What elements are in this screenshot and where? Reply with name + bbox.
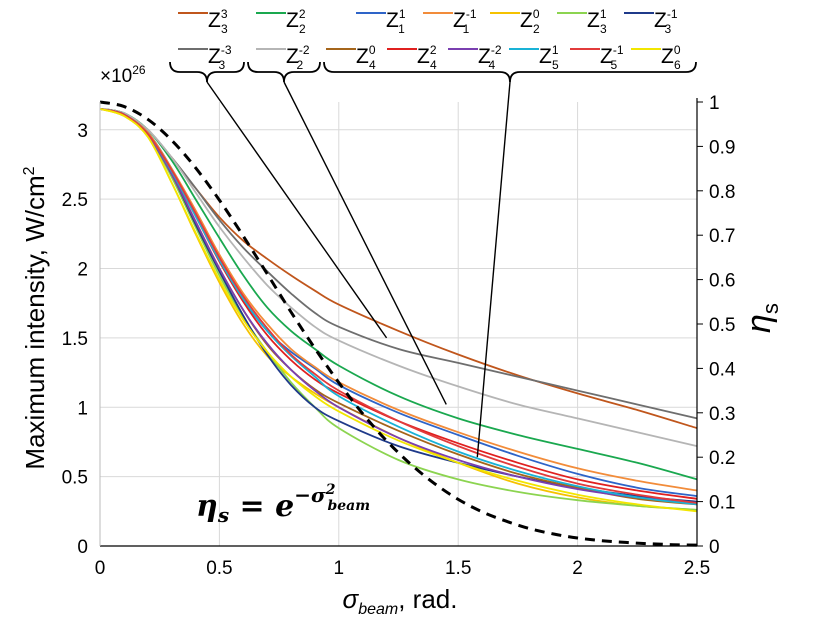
legend-label: Z-1 5 [600, 43, 624, 72]
y-tick-label: 2.5 [62, 190, 88, 211]
series-line-z2m2 [99, 108, 698, 447]
formula: ηs = e−σ2 beam [196, 482, 370, 527]
leader-line [283, 81, 447, 405]
series-line-z4m2 [99, 108, 698, 504]
legend-label: Z0 6 [661, 43, 681, 72]
y-axis-title: Maximum intensity, W/cm2 [20, 166, 50, 469]
y2-tick-label: 0 [709, 537, 720, 558]
axes [99, 98, 698, 547]
legend-label: Z-1 1 [453, 7, 477, 36]
legend-brace [169, 61, 245, 83]
grid [99, 102, 698, 547]
y-tick-label: 1 [77, 398, 88, 419]
series-line-z3m1 [99, 108, 698, 503]
y2-axis-title: ηs [740, 303, 783, 333]
y-tick-label: 1.5 [62, 329, 88, 350]
leader-line [476, 81, 511, 458]
x-tick-label: 2 [572, 558, 583, 579]
legend-brace [323, 61, 697, 83]
legend-label: Z1 1 [386, 7, 406, 36]
legend-label: Z0 4 [356, 43, 376, 72]
y2-tick-label: 0.6 [709, 271, 735, 292]
y2-tick-label: 0.3 [709, 404, 735, 425]
y2-tick-label: 1 [709, 93, 720, 114]
series-group [99, 100, 698, 547]
legend-label: Z-2 4 [478, 43, 502, 72]
series-line-z3m3 [99, 108, 698, 420]
legend-label: Z1 3 [587, 7, 607, 36]
legend-label: Z2 2 [286, 7, 306, 36]
series-line-z22 [99, 108, 698, 481]
legend-label: Z-3 3 [208, 43, 232, 72]
legend-label: Z-2 2 [286, 43, 310, 72]
leader-line [206, 81, 388, 339]
legend-label: Z1 5 [539, 43, 559, 72]
x-tick-label: 1 [334, 558, 345, 579]
x-tick-label: 2.5 [684, 558, 710, 579]
x-tick-label: 1.5 [445, 558, 471, 579]
y2-tick-label: 0.8 [709, 182, 735, 203]
annotations [169, 61, 697, 458]
series-line-z51 [99, 108, 698, 506]
legend-label: Z0 2 [520, 7, 540, 36]
scale-multiplier: ×1026 [100, 63, 146, 87]
legend: Z3 3 Z2 2 Z1 1 Z-1 1 Z0 2 Z1 3 Z-1 3 Z-3 3 Z-2 2 Z0 4 Z2 4 Z-2… [178, 7, 681, 72]
legend-label: Z2 4 [417, 43, 437, 72]
series-line-z31 [99, 108, 698, 511]
y2-tick-label: 0.7 [709, 226, 735, 247]
x-tick-label: 0.5 [206, 558, 232, 579]
y2-tick-label: 0.4 [709, 359, 736, 380]
y-tick-label: 2 [77, 260, 88, 281]
legend-brace [247, 61, 321, 83]
series-line-z5m1 [99, 108, 698, 504]
x-axis-title: σbeam, rad. [343, 584, 458, 618]
tick-labels: 0 0.5 1 1.5 2 2.500.511.522.5300.10.20.30.40.… [62, 93, 736, 579]
eta-curve-line [99, 100, 698, 547]
y2-tick-label: 0.2 [709, 448, 735, 469]
series-line-z1m1 [99, 108, 698, 492]
legend-label: Z3 3 [208, 7, 228, 36]
legend-label: Z-1 3 [654, 7, 678, 36]
y2-tick-label: 0.1 [709, 493, 735, 514]
series-line-z60 [99, 108, 698, 513]
x-tick-label: 0 [95, 558, 106, 579]
y-tick-label: 0 [77, 537, 88, 558]
y2-tick-label: 0.9 [709, 137, 735, 158]
series-line-z40 [99, 108, 698, 506]
y-tick-label: 3 [77, 121, 88, 142]
y-tick-label: 0.5 [62, 468, 88, 489]
y2-tick-label: 0.5 [709, 315, 735, 336]
